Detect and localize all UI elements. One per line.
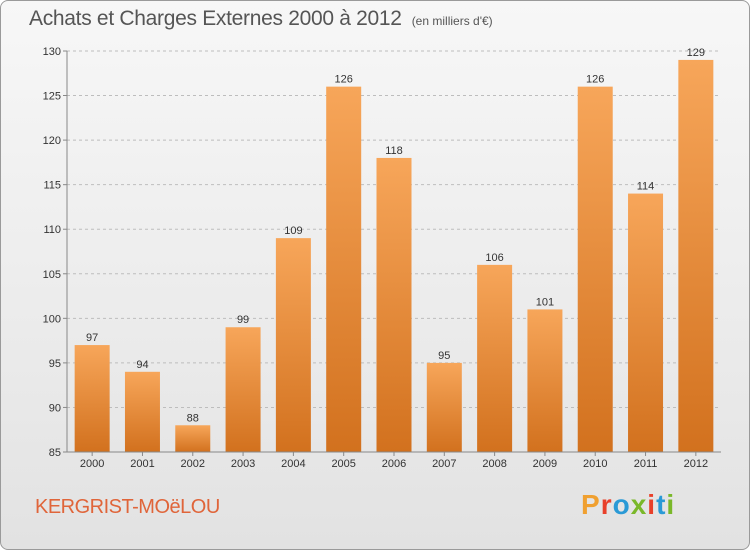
bar-2009[interactable] xyxy=(527,309,563,452)
y-tick-label: 95 xyxy=(49,358,61,370)
axes: 85 90 95 100 105 110 115 120 125 130 2000 2001 2002 2… xyxy=(43,46,721,470)
data-label: 97 xyxy=(86,332,98,344)
bar-2005[interactable] xyxy=(326,86,362,453)
bar-2003[interactable] xyxy=(225,327,261,452)
logo-letter: P xyxy=(581,489,601,520)
data-label: 99 xyxy=(237,314,249,326)
y-tick-label: 90 xyxy=(49,402,61,414)
logo-letter: t xyxy=(656,489,667,520)
chart-title-text: Achats et Charges Externes 2000 à 2012 xyxy=(29,7,402,30)
bar-2010[interactable] xyxy=(577,86,613,453)
data-label: 101 xyxy=(536,296,554,308)
logo-letter: r xyxy=(600,489,613,520)
chart-title: Achats et Charges Externes 2000 à 2012 (e… xyxy=(29,7,493,31)
logo-letter: o xyxy=(612,489,631,520)
y-tick-label: 125 xyxy=(43,91,61,103)
logo-letter: i xyxy=(666,489,676,520)
x-tick-label: 2003 xyxy=(231,458,255,470)
chart-subtitle: (en milliers d'€) xyxy=(411,14,493,28)
x-tick-label: 2001 xyxy=(130,458,154,470)
data-label: 88 xyxy=(187,412,199,424)
proxiti-logo[interactable]: Proxiti xyxy=(581,489,675,521)
data-label: 129 xyxy=(687,47,705,59)
y-tick-label: 105 xyxy=(43,269,61,281)
x-tick-label: 2004 xyxy=(281,458,305,470)
data-label: 126 xyxy=(586,74,604,86)
logo-letter: x xyxy=(630,489,648,520)
x-tick-label: 2010 xyxy=(583,458,607,470)
x-tick-label: 2009 xyxy=(533,458,557,470)
x-tick-label: 2006 xyxy=(382,458,406,470)
data-label: 118 xyxy=(385,145,403,157)
data-label: 95 xyxy=(438,350,450,362)
y-tick-label: 100 xyxy=(43,313,61,325)
bar-2006[interactable] xyxy=(376,157,412,452)
bars: 97 94 88 99 109 126 118 95 106 101 126 114 129 xyxy=(74,47,714,453)
bar-2000[interactable] xyxy=(74,345,110,452)
data-label: 114 xyxy=(637,181,655,193)
data-label: 109 xyxy=(284,225,302,237)
x-tick-label: 2012 xyxy=(684,458,708,470)
x-tick-label: 2000 xyxy=(80,458,104,470)
y-tick-label: 115 xyxy=(43,180,61,192)
x-tick-label: 2007 xyxy=(432,458,456,470)
commune-name: KERGRIST-MOëLOU xyxy=(35,496,220,518)
y-tick-label: 120 xyxy=(43,135,61,147)
y-tick-label: 130 xyxy=(43,46,61,58)
x-tick-label: 2005 xyxy=(331,458,355,470)
x-tick-label: 2008 xyxy=(482,458,506,470)
data-label: 94 xyxy=(136,359,148,371)
logo-letter: i xyxy=(647,489,657,520)
bar-2011[interactable] xyxy=(628,193,664,453)
bar-2001[interactable] xyxy=(124,371,160,452)
x-tick-label: 2002 xyxy=(181,458,205,470)
bar-2012[interactable] xyxy=(678,59,714,453)
y-tick-label: 110 xyxy=(43,224,61,236)
y-tick-label: 85 xyxy=(49,447,61,459)
bar-2007[interactable] xyxy=(426,362,462,452)
data-label: 126 xyxy=(335,74,353,86)
bar-2002[interactable] xyxy=(175,425,211,452)
bar-2008[interactable] xyxy=(477,264,513,452)
data-label: 106 xyxy=(485,252,503,264)
bar-2004[interactable] xyxy=(275,238,311,452)
x-tick-label: 2011 xyxy=(634,458,658,470)
